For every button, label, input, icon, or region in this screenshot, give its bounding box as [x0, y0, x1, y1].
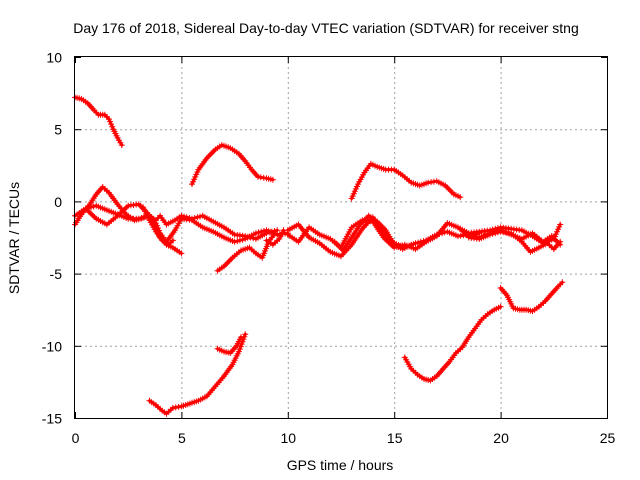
data-series-s9 — [146, 331, 249, 417]
plot-frame — [74, 56, 608, 419]
x-tick-label: 25 — [600, 430, 616, 446]
data-series-s5 — [140, 204, 176, 248]
y-tick-label: -10 — [42, 338, 62, 354]
y-tick-label: 10 — [46, 50, 62, 66]
data-series-s8 — [263, 227, 287, 248]
data-series-s19 — [497, 279, 566, 315]
series-markers — [146, 331, 249, 417]
y-tick-label: -15 — [42, 411, 62, 427]
y-axis-label: SDTVAR / TECUs — [6, 182, 22, 294]
x-tick-label: 0 — [72, 430, 80, 446]
data-series-s18 — [401, 303, 504, 384]
data-series-s4 — [82, 201, 291, 245]
series-layer — [72, 94, 566, 417]
x-tick-label: 15 — [387, 430, 403, 446]
y-tick-label: 0 — [54, 194, 62, 210]
data-series-s10 — [214, 334, 244, 356]
data-series-s14 — [348, 160, 464, 202]
data-series-s13 — [331, 212, 415, 254]
ticks: 0 5 10 15 20 25 -15 -10 -5 0 5 10 — [42, 50, 616, 447]
y-tick-label: 5 — [54, 122, 62, 138]
series-markers — [189, 142, 276, 188]
series-markers — [82, 201, 291, 245]
series-markers — [497, 227, 564, 248]
series-markers — [140, 204, 176, 248]
x-tick-label: 20 — [493, 430, 509, 446]
data-series-s1 — [72, 94, 125, 149]
series-markers — [348, 160, 464, 202]
series-markers — [214, 230, 278, 274]
data-series-s17 — [497, 227, 564, 248]
x-tick-label: 5 — [178, 430, 186, 446]
data-series-s6 — [189, 142, 276, 188]
series-markers — [331, 212, 415, 254]
x-tick-label: 10 — [281, 430, 297, 446]
y-tick-label: -5 — [50, 266, 63, 282]
chart-title: Day 176 of 2018, Sidereal Day-to-day VTE… — [73, 20, 579, 36]
series-markers — [214, 334, 244, 356]
data-series-s7 — [214, 230, 278, 274]
series-markers — [401, 303, 504, 384]
x-axis-label: GPS time / hours — [287, 457, 394, 473]
series-markers — [497, 279, 566, 315]
series-markers — [263, 227, 287, 248]
